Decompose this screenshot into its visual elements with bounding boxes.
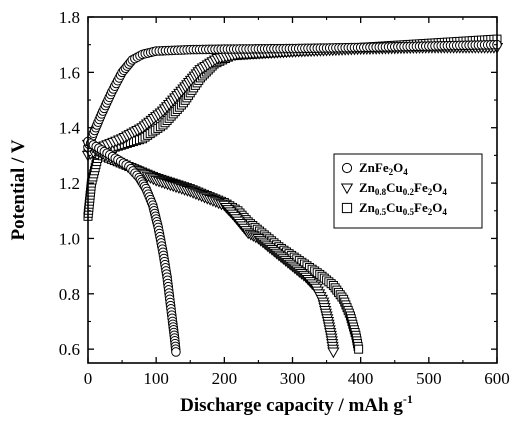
y-tick-label: 0.6	[59, 340, 80, 359]
legend-entry-part: 2	[389, 167, 394, 177]
legend-entry-part: 2	[428, 187, 433, 197]
legend-symbol-circle	[341, 162, 353, 174]
x-tick-label: 600	[484, 369, 510, 388]
y-tick-label: 1.4	[59, 119, 81, 138]
legend-entry-part: O	[432, 180, 442, 195]
legend-entry-part: Fe	[375, 160, 389, 175]
axis-ticks: 0 100 200 300 400 500 600 0.6 0.8 1.0 1.2 1.4 1.6 1.8	[59, 8, 510, 388]
data-point-circle	[171, 347, 181, 357]
x-tick-label: 500	[416, 369, 442, 388]
y-axis-title: Potential / V	[8, 139, 29, 240]
legend-box	[333, 153, 483, 229]
y-tick-label: 1.2	[59, 174, 80, 193]
x-tick-label: 100	[143, 369, 169, 388]
legend-entry-part: 4	[403, 167, 408, 177]
legend-entry-part: Cu	[386, 180, 403, 195]
legend-entry-part: Fe	[414, 180, 428, 195]
x-tick-label: 400	[348, 369, 374, 388]
x-tick-label: 300	[280, 369, 306, 388]
legend-entry-part: O	[393, 160, 403, 175]
legend-entry-part: 4	[442, 187, 447, 197]
x-axis-label-superscript: -1	[403, 392, 413, 406]
y-tick-label: 1.8	[59, 8, 80, 27]
legend-entry-part: Fe	[414, 200, 428, 215]
legend-entry-part: 0.5	[403, 207, 415, 217]
legend-entry-part: Zn	[359, 180, 376, 195]
legend-entry-part: 4	[442, 207, 447, 217]
x-axis-title: Discharge capacity / mAh g-1	[180, 392, 413, 416]
y-tick-label: 1.6	[59, 63, 80, 82]
legend-entry: ZnFe2O4	[359, 160, 408, 177]
x-tick-label: 200	[212, 369, 238, 388]
y-tick-label: 1.0	[59, 229, 80, 248]
legend-entry-part: 0.2	[403, 187, 415, 197]
x-tick-label: 0	[84, 369, 93, 388]
legend-entry-part: Zn	[359, 200, 376, 215]
data-point-square	[354, 344, 364, 354]
data-point-triangle-down	[327, 347, 340, 359]
legend-symbol-square	[341, 202, 353, 214]
y-tick-label: 0.8	[59, 285, 80, 304]
legend-entry-part: 2	[428, 207, 433, 217]
data-marks	[81, 34, 504, 359]
legend-entry-part: 0.5	[375, 207, 387, 217]
series-circle	[83, 39, 502, 357]
legend-entry: Zn0.5Cu0.5Fe2O4	[359, 200, 447, 217]
x-axis-label: Discharge capacity / mAh g	[180, 395, 403, 416]
legend-entry-part: Cu	[386, 200, 403, 215]
legend-entry-part: O	[432, 200, 442, 215]
legend-symbol-triangle-down	[340, 183, 354, 195]
legend-entry-part: Zn	[359, 160, 376, 175]
legend-entry: Zn0.8Cu0.2Fe2O4	[359, 180, 447, 197]
legend-entry-part: 0.8	[375, 187, 387, 197]
